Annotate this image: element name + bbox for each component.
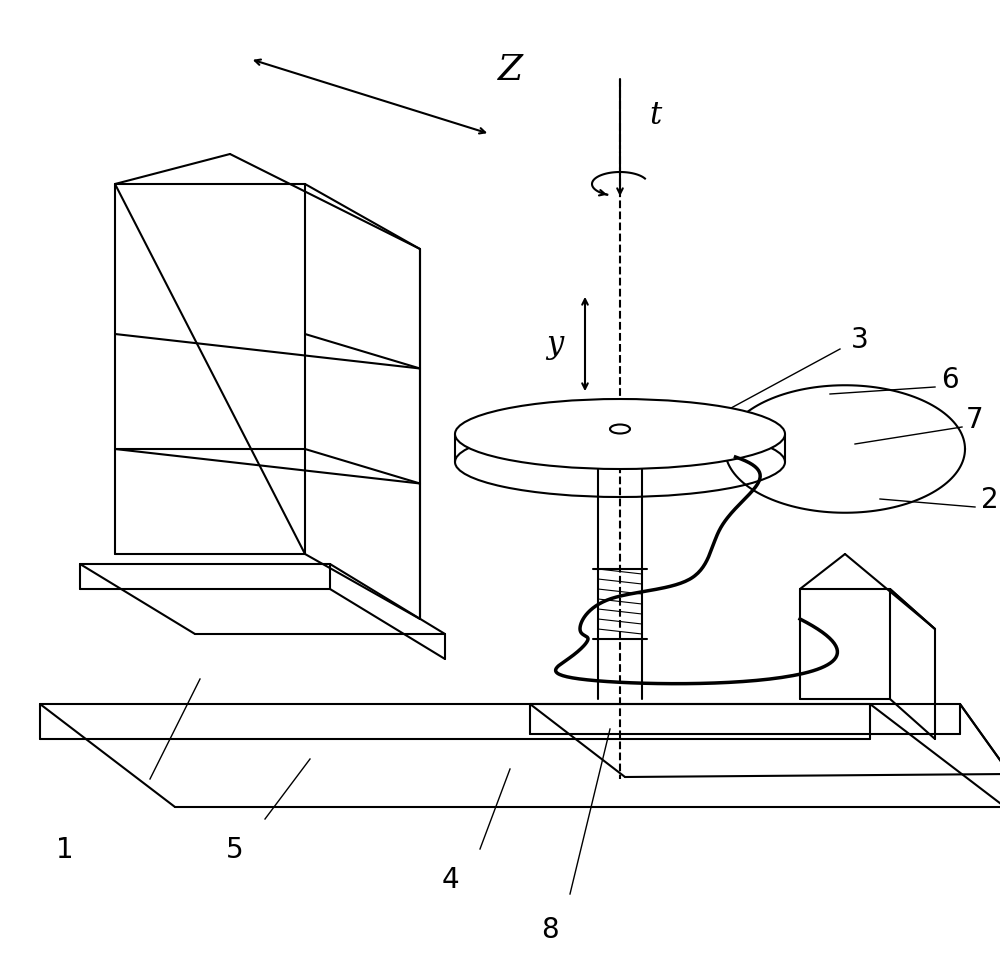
Text: 6: 6 [941, 365, 959, 393]
Text: 8: 8 [541, 915, 559, 943]
Text: 7: 7 [966, 406, 984, 433]
Text: 4: 4 [441, 865, 459, 893]
Text: Z: Z [497, 53, 523, 87]
Text: 2: 2 [981, 485, 999, 514]
Text: 1: 1 [56, 835, 74, 863]
Text: y: y [546, 329, 564, 360]
Text: 3: 3 [851, 326, 869, 354]
Text: t: t [649, 100, 661, 131]
Ellipse shape [455, 399, 785, 470]
Text: 5: 5 [226, 835, 244, 863]
